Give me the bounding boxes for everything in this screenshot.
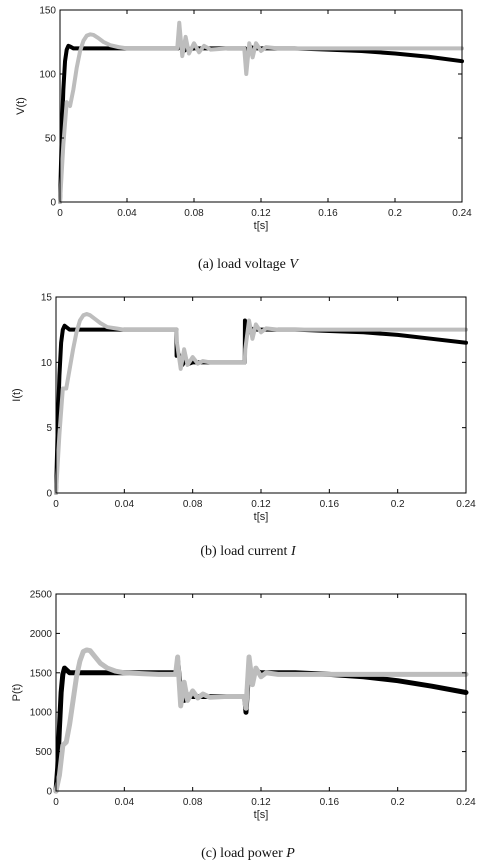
caption-variable: P bbox=[285, 846, 295, 861]
y-tick-label: 5 bbox=[46, 423, 52, 434]
x-tick-label: 0 bbox=[53, 499, 59, 510]
y-tick-label: 10 bbox=[41, 358, 53, 369]
series-line-black bbox=[54, 318, 468, 495]
caption-text: (c) load power bbox=[201, 846, 286, 861]
x-tick-label: 0.24 bbox=[456, 797, 476, 808]
x-tick-label: 0.12 bbox=[251, 797, 271, 808]
x-tick-label: 0.08 bbox=[184, 208, 204, 219]
chart-panel-2: 0 0.04 0.08 0.12 0.16 0.2 0.24 0 5 10 15 t[s] I(t) (b… bbox=[11, 293, 476, 560]
y-tick-label: 0 bbox=[46, 787, 52, 798]
axes-frame bbox=[55, 593, 467, 792]
y-tick-label: 500 bbox=[35, 747, 52, 758]
x-axis-label: t[s] bbox=[254, 220, 269, 232]
x-tick-label: 0.12 bbox=[251, 499, 271, 510]
x-tick-label: 0.24 bbox=[452, 208, 472, 219]
y-tick-label: 2000 bbox=[30, 629, 53, 640]
y-tick-label: 100 bbox=[39, 70, 56, 81]
series-line-gray bbox=[53, 647, 469, 794]
y-tick-label: 15 bbox=[41, 293, 53, 304]
caption-variable: I bbox=[290, 544, 297, 559]
series-line-gray bbox=[58, 20, 464, 204]
x-tick-label: 0 bbox=[57, 208, 63, 219]
series-line-black bbox=[53, 658, 469, 794]
caption-text: (b) load current bbox=[200, 544, 291, 559]
series-line-gray bbox=[54, 311, 468, 495]
y-axis-label: P(t) bbox=[11, 684, 23, 702]
x-tick-label: 0.2 bbox=[391, 499, 405, 510]
x-tick-label: 0.08 bbox=[183, 499, 203, 510]
x-tick-label: 0.16 bbox=[318, 208, 338, 219]
axes-frame bbox=[59, 9, 463, 203]
x-tick-label: 0 bbox=[53, 797, 59, 808]
caption-text: (a) load voltage bbox=[198, 257, 289, 272]
figure-caption: (c) load power P bbox=[201, 846, 295, 861]
figure-caption: (b) load current I bbox=[200, 544, 297, 559]
chart-panel-3: 0 0.04 0.08 0.12 0.16 0.2 0.24 0 500 1000 1500 2000… bbox=[11, 590, 476, 862]
y-tick-label: 1000 bbox=[30, 708, 53, 719]
x-axis-label: t[s] bbox=[254, 511, 269, 523]
x-tick-label: 0.2 bbox=[391, 797, 405, 808]
y-axis-label: V(t) bbox=[15, 97, 27, 115]
x-tick-label: 0.2 bbox=[388, 208, 402, 219]
x-tick-label: 0.04 bbox=[117, 208, 137, 219]
y-tick-label: 2500 bbox=[30, 590, 53, 601]
x-tick-label: 0.04 bbox=[115, 797, 135, 808]
y-tick-label: 150 bbox=[39, 6, 56, 17]
figure-caption: (a) load voltage V bbox=[198, 257, 299, 272]
x-tick-label: 0.12 bbox=[251, 208, 271, 219]
y-axis-label: I(t) bbox=[11, 388, 23, 401]
x-tick-label: 0.24 bbox=[456, 499, 476, 510]
y-tick-label: 0 bbox=[50, 198, 56, 209]
x-tick-label: 0.08 bbox=[183, 797, 203, 808]
chart-panel-1: 0 0.04 0.08 0.12 0.16 0.2 0.24 0 50 100 150 t[s] V(t… bbox=[15, 6, 472, 273]
x-tick-label: 0.16 bbox=[320, 499, 340, 510]
y-tick-label: 50 bbox=[45, 134, 57, 145]
x-axis-label: t[s] bbox=[254, 809, 269, 821]
axes-frame bbox=[55, 296, 467, 494]
y-tick-label: 1500 bbox=[30, 668, 53, 679]
x-tick-label: 0.16 bbox=[320, 797, 340, 808]
series-line-black bbox=[58, 31, 464, 204]
x-tick-label: 0.04 bbox=[115, 499, 135, 510]
caption-variable: V bbox=[289, 257, 299, 272]
y-tick-label: 0 bbox=[46, 489, 52, 500]
